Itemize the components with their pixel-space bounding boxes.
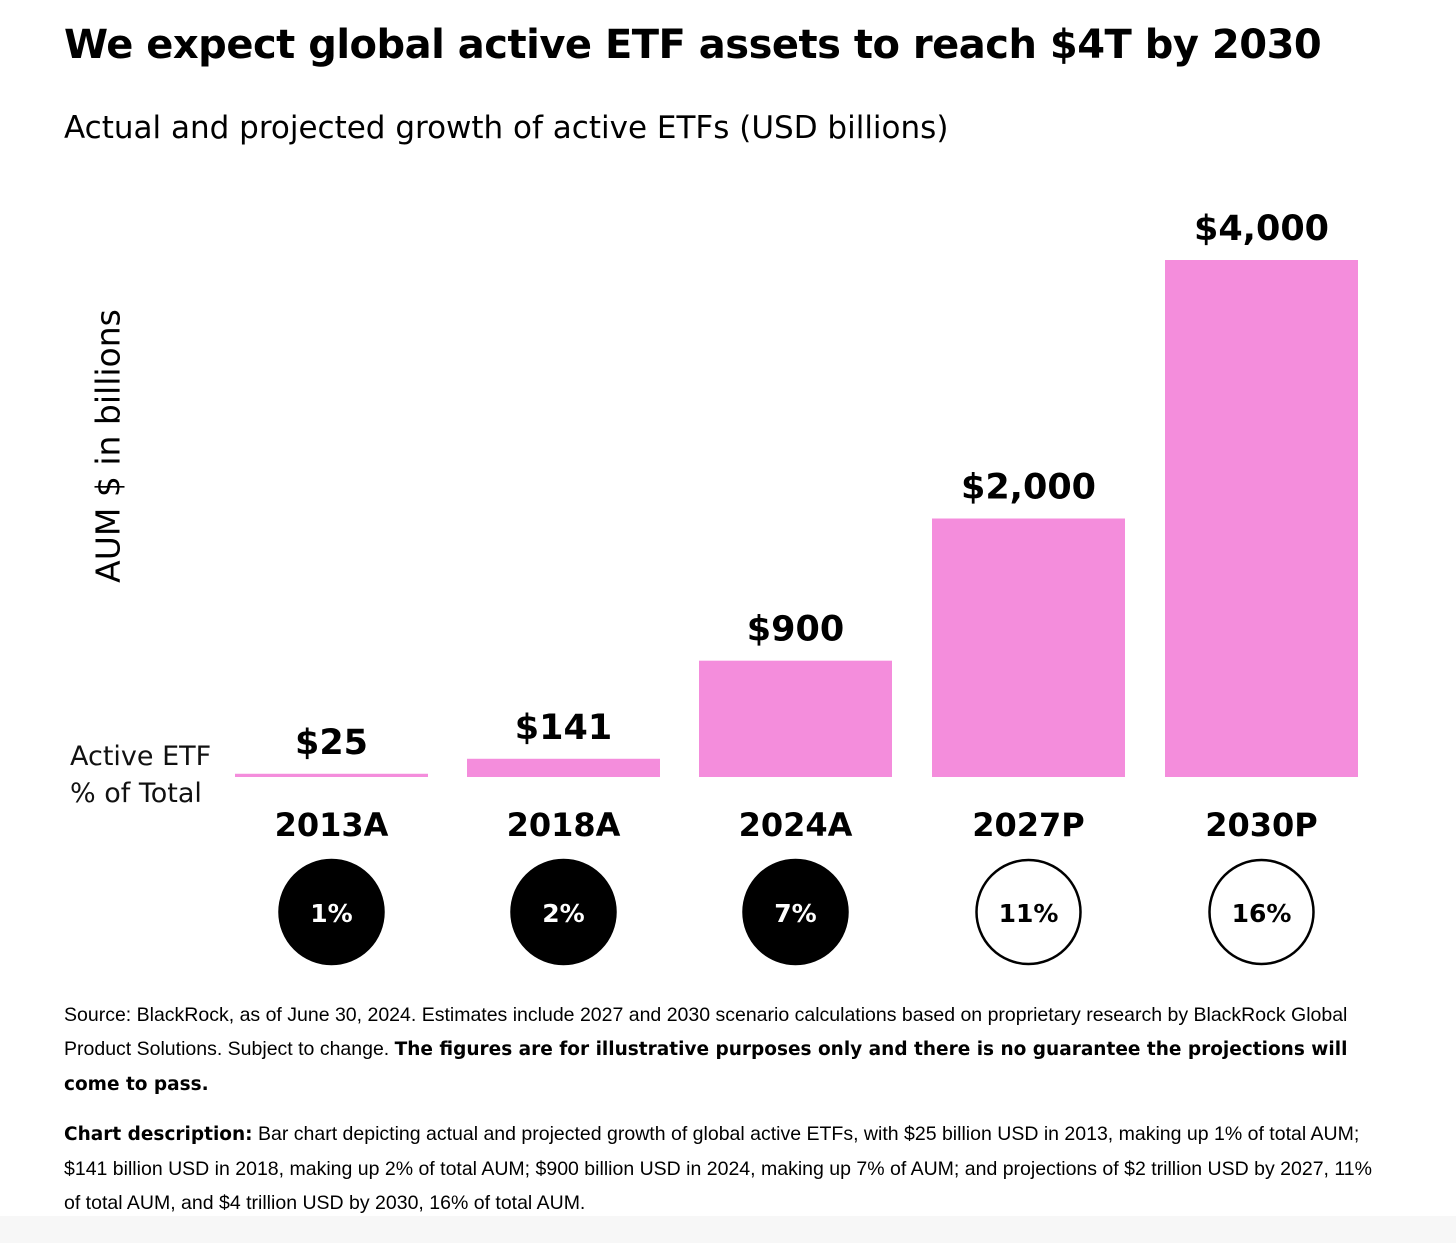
pct-value-2018A: 2% (542, 899, 584, 928)
category-label-2030P: 2030P (1205, 806, 1318, 844)
category-label-2018A: 2018A (507, 806, 621, 844)
value-label-2013A: $25 (295, 723, 368, 763)
category-label-2013A: 2013A (275, 806, 389, 844)
bar-2018A (467, 758, 660, 777)
bar-2013A (235, 773, 428, 777)
chart-title: We expect global active ETF assets to re… (64, 22, 1322, 68)
pct-circle-2030P (1208, 858, 1315, 966)
pct-value-2024A: 7% (774, 899, 816, 928)
bar-chart: $25 2013A 1% $141 2018A 2% $900 2024A 7% $2,000 20… (235, 209, 1358, 966)
bar-2030P (1165, 260, 1358, 777)
value-label-2030P: $4,000 (1194, 209, 1329, 249)
chart-description: Chart description: Bar chart depicting a… (64, 1117, 1384, 1220)
pct-circle-2013A (278, 858, 385, 966)
category-label-2024A: 2024A (739, 806, 853, 844)
pct-value-2013A: 1% (310, 899, 352, 928)
pct-value-2027P: 11% (999, 899, 1059, 928)
source-text: Source: BlackRock, as of June 30, 2024. … (64, 1004, 1348, 1060)
bar-2024A (699, 660, 892, 777)
source-disclaimer: The figures are for illustrative purpose… (64, 1039, 1348, 1095)
value-label-2024A: $900 (747, 610, 844, 650)
source-note: Source: BlackRock, as of June 30, 2024. … (64, 998, 1384, 1102)
active-etf-pct-row-label: Active ETF % of Total (70, 741, 212, 809)
pct-circle-2024A (742, 858, 849, 966)
chart-description-text: Bar chart depicting actual and projected… (64, 1123, 1372, 1214)
chart-subtitle: Actual and projected growth of active ET… (64, 110, 949, 146)
value-label-2018A: $141 (515, 708, 612, 748)
pct-circle-2018A (510, 858, 617, 966)
bar-2027P (932, 518, 1125, 777)
pct-value-2030P: 16% (1232, 899, 1292, 928)
pct-circle-2027P (975, 858, 1082, 966)
category-label-2027P: 2027P (972, 806, 1085, 844)
bottom-strip (0, 1216, 1456, 1243)
value-label-2027P: $2,000 (961, 468, 1096, 508)
chart-description-label: Chart description: (64, 1124, 253, 1145)
